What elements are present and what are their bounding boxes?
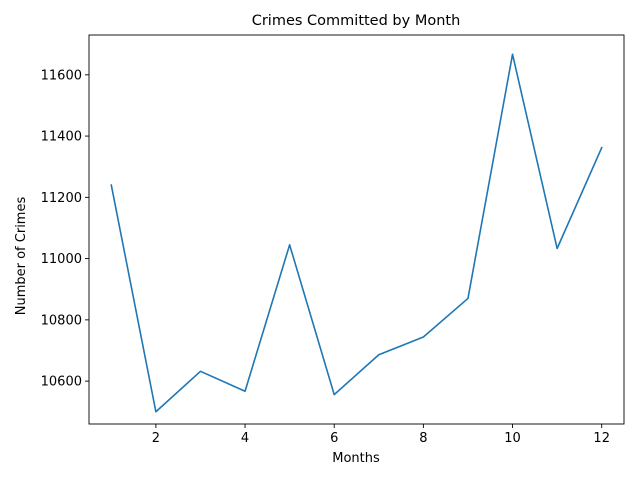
x-tick-label: 2 xyxy=(152,431,160,446)
x-tick-label: 10 xyxy=(504,431,521,446)
x-tick-label: 4 xyxy=(241,431,249,446)
y-tick-label: 10800 xyxy=(41,313,82,328)
x-tick-label: 6 xyxy=(330,431,338,446)
chart-title: Crimes Committed by Month xyxy=(252,13,461,29)
x-tick-label: 12 xyxy=(593,431,610,446)
y-tick-label: 10600 xyxy=(41,375,82,390)
y-tick-label: 11600 xyxy=(41,68,82,83)
axes-frame xyxy=(88,34,625,425)
y-axis-label: Number of Crimes xyxy=(14,197,29,316)
y-tick-label: 11400 xyxy=(41,130,82,145)
y-tick-label: 11200 xyxy=(41,191,82,206)
x-axis-label: Months xyxy=(332,451,380,466)
axes: 2 4 6 8 10 12 10600 10800 11000 11200 11400 11600 xyxy=(41,34,625,446)
series-line-0 xyxy=(110,53,603,413)
y-tick-label: 11000 xyxy=(41,252,82,267)
plot-area xyxy=(110,53,603,413)
x-tick-label: 8 xyxy=(419,431,427,446)
